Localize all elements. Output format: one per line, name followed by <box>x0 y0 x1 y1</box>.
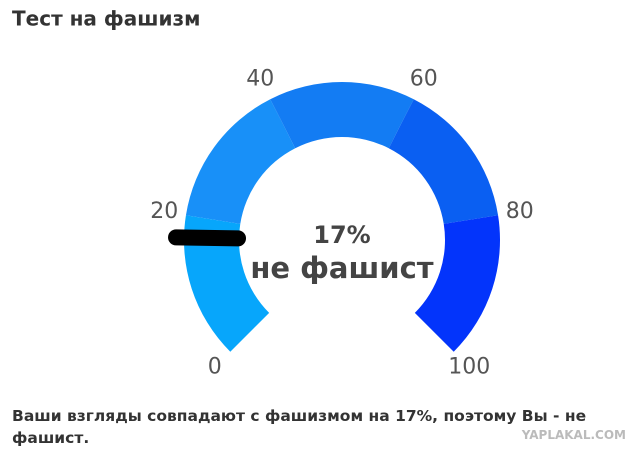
chart: Тест на фашизм 0 20 40 60 80 100 17% не фашис… <box>12 7 534 380</box>
gauge-band <box>185 99 296 224</box>
gauge-band <box>414 215 501 352</box>
footer-text: Ваши взгляды совпадают с фашизмом на 17%… <box>12 407 587 447</box>
needle <box>168 229 247 247</box>
gauge-band <box>388 99 499 224</box>
tick-label: 80 <box>506 199 534 224</box>
chart-title: Тест на фашизм <box>12 7 200 31</box>
status-label: не фашист <box>250 251 433 285</box>
watermark: YAPLAKAL.COM <box>521 428 626 442</box>
gauge-band <box>184 215 270 352</box>
tick-label: 0 <box>208 354 222 379</box>
tick-label: 100 <box>448 354 490 379</box>
tick-label: 40 <box>246 67 274 92</box>
gauge: 0 20 40 60 80 100 <box>150 67 534 380</box>
value-label: 17% <box>313 221 370 249</box>
tick-label: 20 <box>150 199 178 224</box>
tick-label: 60 <box>410 67 438 92</box>
gauge-band <box>270 82 414 149</box>
